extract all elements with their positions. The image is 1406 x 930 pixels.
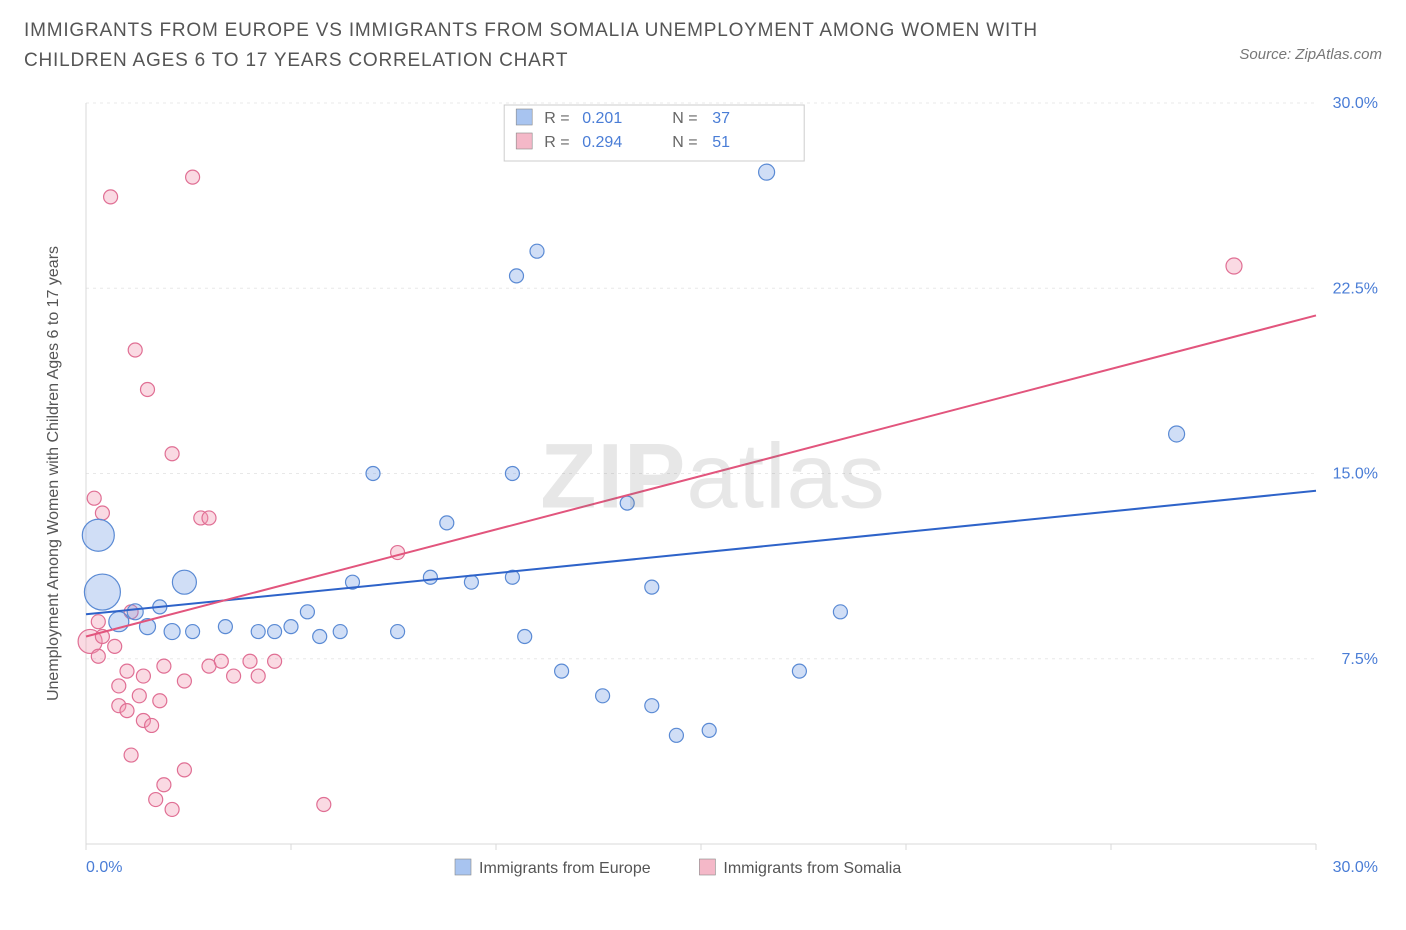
data-point — [177, 763, 191, 777]
legend-swatch — [699, 859, 715, 875]
data-point — [440, 516, 454, 530]
trend-line — [86, 491, 1316, 614]
data-point — [284, 620, 298, 634]
data-point — [124, 748, 138, 762]
y-tick-label: 7.5% — [1342, 651, 1378, 668]
data-point — [464, 575, 478, 589]
x-max-label: 30.0% — [1333, 859, 1378, 876]
data-point — [136, 669, 150, 683]
x-min-label: 0.0% — [86, 859, 122, 876]
data-point — [423, 570, 437, 584]
stats-n-label: N = — [672, 110, 697, 127]
data-point — [555, 664, 569, 678]
data-point — [833, 605, 847, 619]
data-point — [214, 654, 228, 668]
page-title: IMMIGRANTS FROM EUROPE VS IMMIGRANTS FRO… — [24, 16, 1074, 77]
data-point — [268, 654, 282, 668]
y-axis-label: Unemployment Among Women with Children A… — [45, 246, 62, 701]
legend-label: Immigrants from Somalia — [723, 860, 901, 877]
data-point — [165, 447, 179, 461]
data-point — [82, 519, 114, 551]
stats-r-value: 0.294 — [582, 134, 622, 151]
y-tick-label: 30.0% — [1333, 95, 1378, 112]
source-label: Source: — [1239, 46, 1295, 63]
legend-swatch — [516, 109, 532, 125]
stats-r-label: R = — [544, 110, 569, 127]
stats-r-label: R = — [544, 134, 569, 151]
data-point — [87, 491, 101, 505]
data-point — [1169, 426, 1185, 442]
data-point — [792, 664, 806, 678]
data-point — [243, 654, 257, 668]
trend-line — [86, 315, 1316, 636]
data-point — [84, 574, 120, 610]
data-point — [391, 625, 405, 639]
data-point — [108, 639, 122, 653]
data-point — [145, 718, 159, 732]
chart-area: ZIPatlas 7.5%15.0%22.5%30.0%0.0%30.0%Une… — [40, 95, 1386, 890]
data-point — [510, 269, 524, 283]
stats-r-value: 0.201 — [582, 110, 622, 127]
data-point — [366, 467, 380, 481]
stats-n-value: 37 — [712, 110, 730, 127]
data-point — [128, 343, 142, 357]
y-tick-label: 22.5% — [1333, 280, 1378, 297]
data-point — [177, 674, 191, 688]
data-point — [702, 723, 716, 737]
data-point — [518, 630, 532, 644]
data-point — [202, 511, 216, 525]
source-name: ZipAtlas.com — [1295, 46, 1382, 63]
scatter-chart: 7.5% 15.0% 22.5% 30.0% 0.0% 30.0% Unemployment… — [40, 95, 1386, 890]
data-point — [95, 506, 109, 520]
data-point — [1226, 258, 1242, 274]
data-point — [186, 170, 200, 184]
data-point — [149, 793, 163, 807]
source-credit: Source: ZipAtlas.com — [1239, 16, 1382, 63]
data-point — [317, 797, 331, 811]
data-point — [120, 664, 134, 678]
data-point — [645, 699, 659, 713]
data-point — [132, 689, 146, 703]
data-point — [620, 496, 634, 510]
stats-n-label: N = — [672, 134, 697, 151]
legend-swatch — [455, 859, 471, 875]
data-point — [165, 802, 179, 816]
data-point — [759, 164, 775, 180]
data-point — [333, 625, 347, 639]
data-point — [91, 615, 105, 629]
data-point — [91, 649, 105, 663]
y-tick-label: 15.0% — [1333, 466, 1378, 483]
data-point — [505, 467, 519, 481]
data-point — [530, 244, 544, 258]
legend-swatch — [516, 133, 532, 149]
data-point — [251, 625, 265, 639]
data-point — [251, 669, 265, 683]
data-point — [313, 630, 327, 644]
data-point — [153, 694, 167, 708]
legend-label: Immigrants from Europe — [479, 860, 651, 877]
data-point — [268, 625, 282, 639]
data-point — [645, 580, 659, 594]
data-point — [112, 679, 126, 693]
data-point — [141, 383, 155, 397]
data-point — [104, 190, 118, 204]
data-point — [218, 620, 232, 634]
data-point — [120, 704, 134, 718]
data-point — [164, 624, 180, 640]
data-point — [157, 659, 171, 673]
data-point — [127, 604, 143, 620]
data-point — [596, 689, 610, 703]
data-point — [186, 625, 200, 639]
data-point — [172, 570, 196, 594]
data-point — [157, 778, 171, 792]
data-point — [300, 605, 314, 619]
data-point — [227, 669, 241, 683]
data-point — [669, 728, 683, 742]
stats-n-value: 51 — [712, 134, 730, 151]
